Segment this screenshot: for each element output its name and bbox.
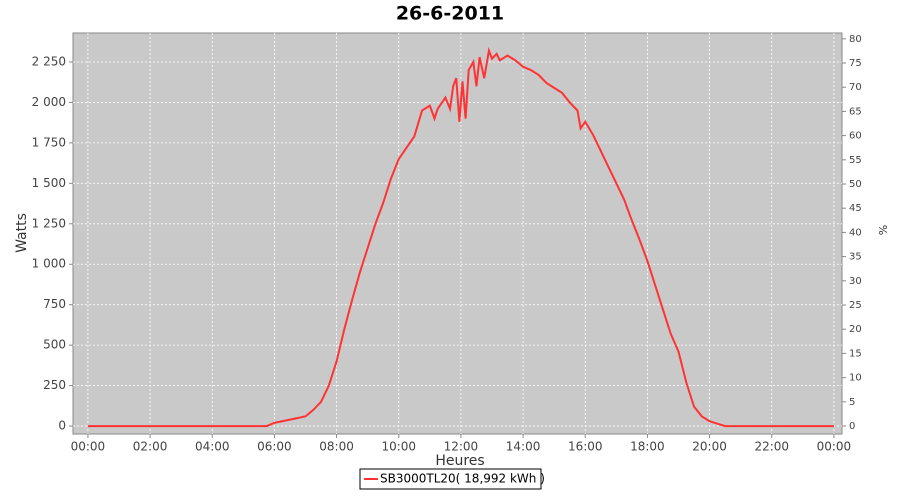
y2-tick-label: 70 [849,82,862,93]
y2-tick-label: 35 [849,252,862,263]
x-tick-label: 14:00 [506,440,541,454]
x-tick-label: 00:00 [817,440,852,454]
y2-tick-label: 25 [849,300,862,311]
x-tick-label: 12:00 [444,440,479,454]
y-tick-label: 750 [43,297,66,311]
x-tick-label: 16:00 [568,440,603,454]
y2-tick-label: 50 [849,179,862,190]
y2-tick-label: 30 [849,276,862,287]
chart-title: 26-6-2011 [396,3,504,25]
x-tick-label: 02:00 [133,440,168,454]
y2-tick-label: 40 [849,227,862,238]
y-axis-label: Watts [14,213,30,253]
x-tick-label: 06:00 [257,440,292,454]
legend-box [359,468,542,490]
y-tick-label: 1 000 [32,257,66,271]
x-tick-label: 08:00 [319,440,354,454]
y2-axis-label: % [876,225,889,235]
x-tick-label: 10:00 [381,440,416,454]
y-tick-label: 2 000 [32,95,66,109]
y-tick-label: 0 [58,419,66,433]
y2-tick-label: 45 [849,203,862,214]
y2-tick-label: 60 [849,131,862,142]
x-tick-label: 18:00 [630,440,665,454]
y2-tick-label: 65 [849,106,862,117]
y-tick-label: 2 250 [32,54,66,68]
y2-tick-label: 15 [849,348,862,359]
y2-tick-label: 75 [849,58,862,69]
y2-tick-label: 10 [849,373,862,384]
y-tick-label: 500 [43,338,66,352]
legend-label: SB3000TL20( 18,992 kWh ) [380,472,545,486]
x-tick-label: 22:00 [754,440,789,454]
x-tick-label: 20:00 [692,440,727,454]
y-tick-label: 1 750 [32,135,66,149]
y-tick-label: 1 500 [32,176,66,190]
y-tick-label: 1 250 [32,216,66,230]
y2-tick-label: 80 [849,34,862,45]
x-tick-label: 00:00 [71,440,106,454]
x-tick-label: 04:00 [195,440,230,454]
y-tick-label: 250 [43,378,66,392]
data-line [87,46,834,428]
y2-tick-label: 20 [849,324,862,335]
x-axis-label: Heures [435,453,484,469]
y2-tick-label: 5 [849,397,855,408]
y2-tick-label: 0 [849,421,855,432]
y2-tick-label: 55 [849,155,862,166]
